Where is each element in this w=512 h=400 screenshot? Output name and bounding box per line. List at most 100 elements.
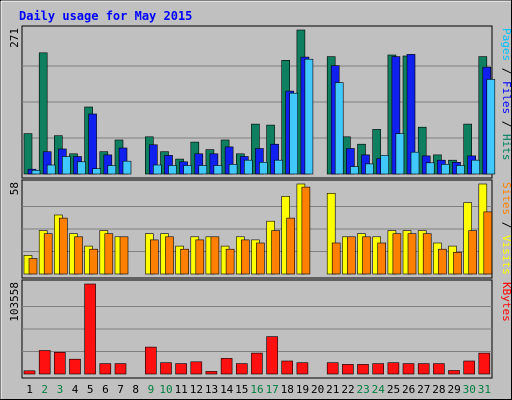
bar-visits-sites-day-16 — [256, 242, 265, 275]
panel-hits-legend: Pages / Files / Hits — [500, 28, 512, 161]
bar-hits-pages-day-30 — [471, 159, 481, 175]
x-tick-label-day-3: 3 — [57, 383, 64, 396]
x-tick-label-day-2: 2 — [41, 383, 48, 396]
x-tick-label-day-30: 30 — [463, 383, 476, 396]
bar-visits-sites-day-22 — [347, 236, 356, 275]
bar-visits-sites-day-13 — [210, 236, 220, 275]
bar-hits-pages-day-29 — [456, 165, 465, 175]
bar-hits-pages-day-3 — [61, 156, 71, 175]
x-tick-label-day-21: 21 — [326, 383, 339, 396]
bar-hits-pages-day-24 — [380, 155, 390, 175]
bar-visits-visits-day-21 — [326, 193, 336, 275]
bar-kbytes-kbytes-day-1 — [23, 370, 36, 375]
bar-hits-pages-day-28 — [441, 164, 450, 175]
x-tick-label-day-13: 13 — [205, 383, 218, 396]
bar-visits-sites-day-27 — [422, 233, 432, 275]
bar-visits-sites-day-26 — [407, 233, 417, 275]
bar-kbytes-kbytes-day-21 — [326, 362, 339, 375]
legend-part: Visits — [500, 235, 512, 275]
bar-visits-sites-day-17 — [271, 230, 280, 275]
bar-kbytes-kbytes-day-17 — [266, 336, 278, 375]
bar-hits-hits-day-1 — [23, 133, 33, 175]
x-tick-label-day-24: 24 — [372, 383, 386, 396]
legend-part: Files — [500, 81, 512, 114]
legend-part: KBytes — [500, 282, 512, 322]
bar-visits-sites-day-31 — [483, 211, 493, 275]
bar-kbytes-kbytes-day-4 — [69, 358, 81, 375]
bar-kbytes-kbytes-day-13 — [205, 371, 218, 375]
bar-hits-pages-day-4 — [77, 161, 86, 175]
bar-kbytes-kbytes-day-30 — [463, 360, 476, 375]
x-tick-label-day-11: 11 — [175, 383, 188, 396]
x-tick-label-day-15: 15 — [235, 383, 248, 396]
bar-kbytes-kbytes-day-7 — [114, 363, 127, 375]
chart-panels: 271 Pages / Files / Hits 58 Sites / Visits 1… — [8, 25, 512, 379]
x-tick-label-day-6: 6 — [102, 383, 109, 396]
bar-visits-sites-day-23 — [362, 236, 371, 275]
bar-visits-sites-day-29 — [453, 252, 462, 275]
panel-kbytes-legend: KBytes — [500, 282, 512, 322]
bar-visits-sites-day-9 — [150, 239, 159, 275]
bar-hits-pages-day-1 — [31, 170, 41, 175]
x-tick-label-day-14: 14 — [220, 383, 234, 396]
panel-visits: 58 Sites / Visits — [8, 179, 512, 279]
legend-part: Pages — [500, 28, 512, 61]
legend-part: / — [500, 61, 512, 81]
panel-visits-legend: Sites / Visits — [500, 182, 512, 275]
bar-hits-pages-day-21 — [334, 82, 344, 175]
bar-hits-pages-day-16 — [259, 162, 268, 175]
bar-hits-files-day-5 — [88, 113, 97, 175]
bar-visits-sites-day-5 — [89, 248, 98, 275]
x-tick-label-day-29: 29 — [447, 383, 460, 396]
bar-hits-pages-day-18 — [289, 92, 299, 175]
x-tick-label-day-1: 1 — [26, 383, 33, 396]
bar-kbytes-kbytes-day-19 — [296, 362, 309, 375]
bar-kbytes-kbytes-day-9 — [145, 346, 157, 375]
bar-visits-sites-day-11 — [180, 248, 189, 275]
bar-visits-sites-day-18 — [286, 217, 296, 275]
bar-hits-pages-day-25 — [395, 133, 405, 175]
bar-visits-sites-day-25 — [392, 233, 402, 275]
chart-title: Daily usage for May 2015 — [19, 9, 192, 23]
x-tick-label-day-25: 25 — [387, 383, 400, 396]
bar-hits-pages-day-10 — [168, 165, 177, 175]
x-tick-label-day-4: 4 — [72, 383, 79, 396]
x-tick-label-day-20: 20 — [311, 383, 324, 396]
bar-hits-pages-day-12 — [198, 165, 208, 175]
bar-kbytes-kbytes-day-12 — [190, 361, 203, 375]
bar-hits-pages-day-2 — [46, 164, 56, 175]
bar-kbytes-kbytes-day-15 — [236, 363, 248, 375]
bar-visits-sites-day-24 — [377, 242, 387, 275]
x-tick-label-day-9: 9 — [148, 383, 155, 396]
panel-visits-max-label: 58 — [8, 182, 21, 195]
panel-hits: 271 Pages / Files / Hits — [8, 25, 512, 179]
bar-hits-pages-day-31 — [486, 79, 496, 175]
bar-kbytes-kbytes-day-11 — [175, 363, 187, 375]
bar-visits-sites-day-6 — [104, 233, 114, 275]
legend-part: / — [500, 114, 512, 134]
bar-kbytes-kbytes-day-3 — [53, 351, 66, 375]
bar-hits-pages-day-19 — [304, 58, 314, 175]
bar-visits-sites-day-3 — [58, 217, 68, 275]
bar-hits-pages-day-26 — [410, 151, 420, 175]
x-tick-label-day-7: 7 — [117, 383, 124, 396]
bar-hits-pages-day-17 — [274, 159, 283, 175]
bar-kbytes-kbytes-day-6 — [99, 363, 112, 375]
bar-kbytes-kbytes-day-24 — [372, 363, 385, 375]
bar-visits-sites-day-10 — [165, 236, 174, 275]
x-tick-label-day-19: 19 — [296, 383, 309, 396]
bar-visits-sites-day-14 — [225, 248, 235, 275]
bar-hits-pages-day-23 — [365, 163, 374, 175]
bar-visits-sites-day-28 — [438, 248, 447, 275]
bar-kbytes-kbytes-day-22 — [342, 364, 354, 375]
bar-kbytes-kbytes-day-26 — [402, 363, 415, 375]
bar-hits-pages-day-13 — [213, 165, 223, 175]
x-axis: 1 2 3 4 5 6 7 8 9 10 11 12 13 14 15 16 17 18 19 20 21 22 23 24 2… — [26, 383, 491, 396]
x-tick-label-day-5: 5 — [87, 383, 94, 396]
x-tick-label-day-18: 18 — [281, 383, 294, 396]
legend-part: / — [500, 215, 512, 235]
bar-hits-pages-day-15 — [244, 159, 253, 175]
bar-hits-pages-day-5 — [92, 168, 101, 175]
bar-hits-pages-day-27 — [425, 162, 435, 175]
